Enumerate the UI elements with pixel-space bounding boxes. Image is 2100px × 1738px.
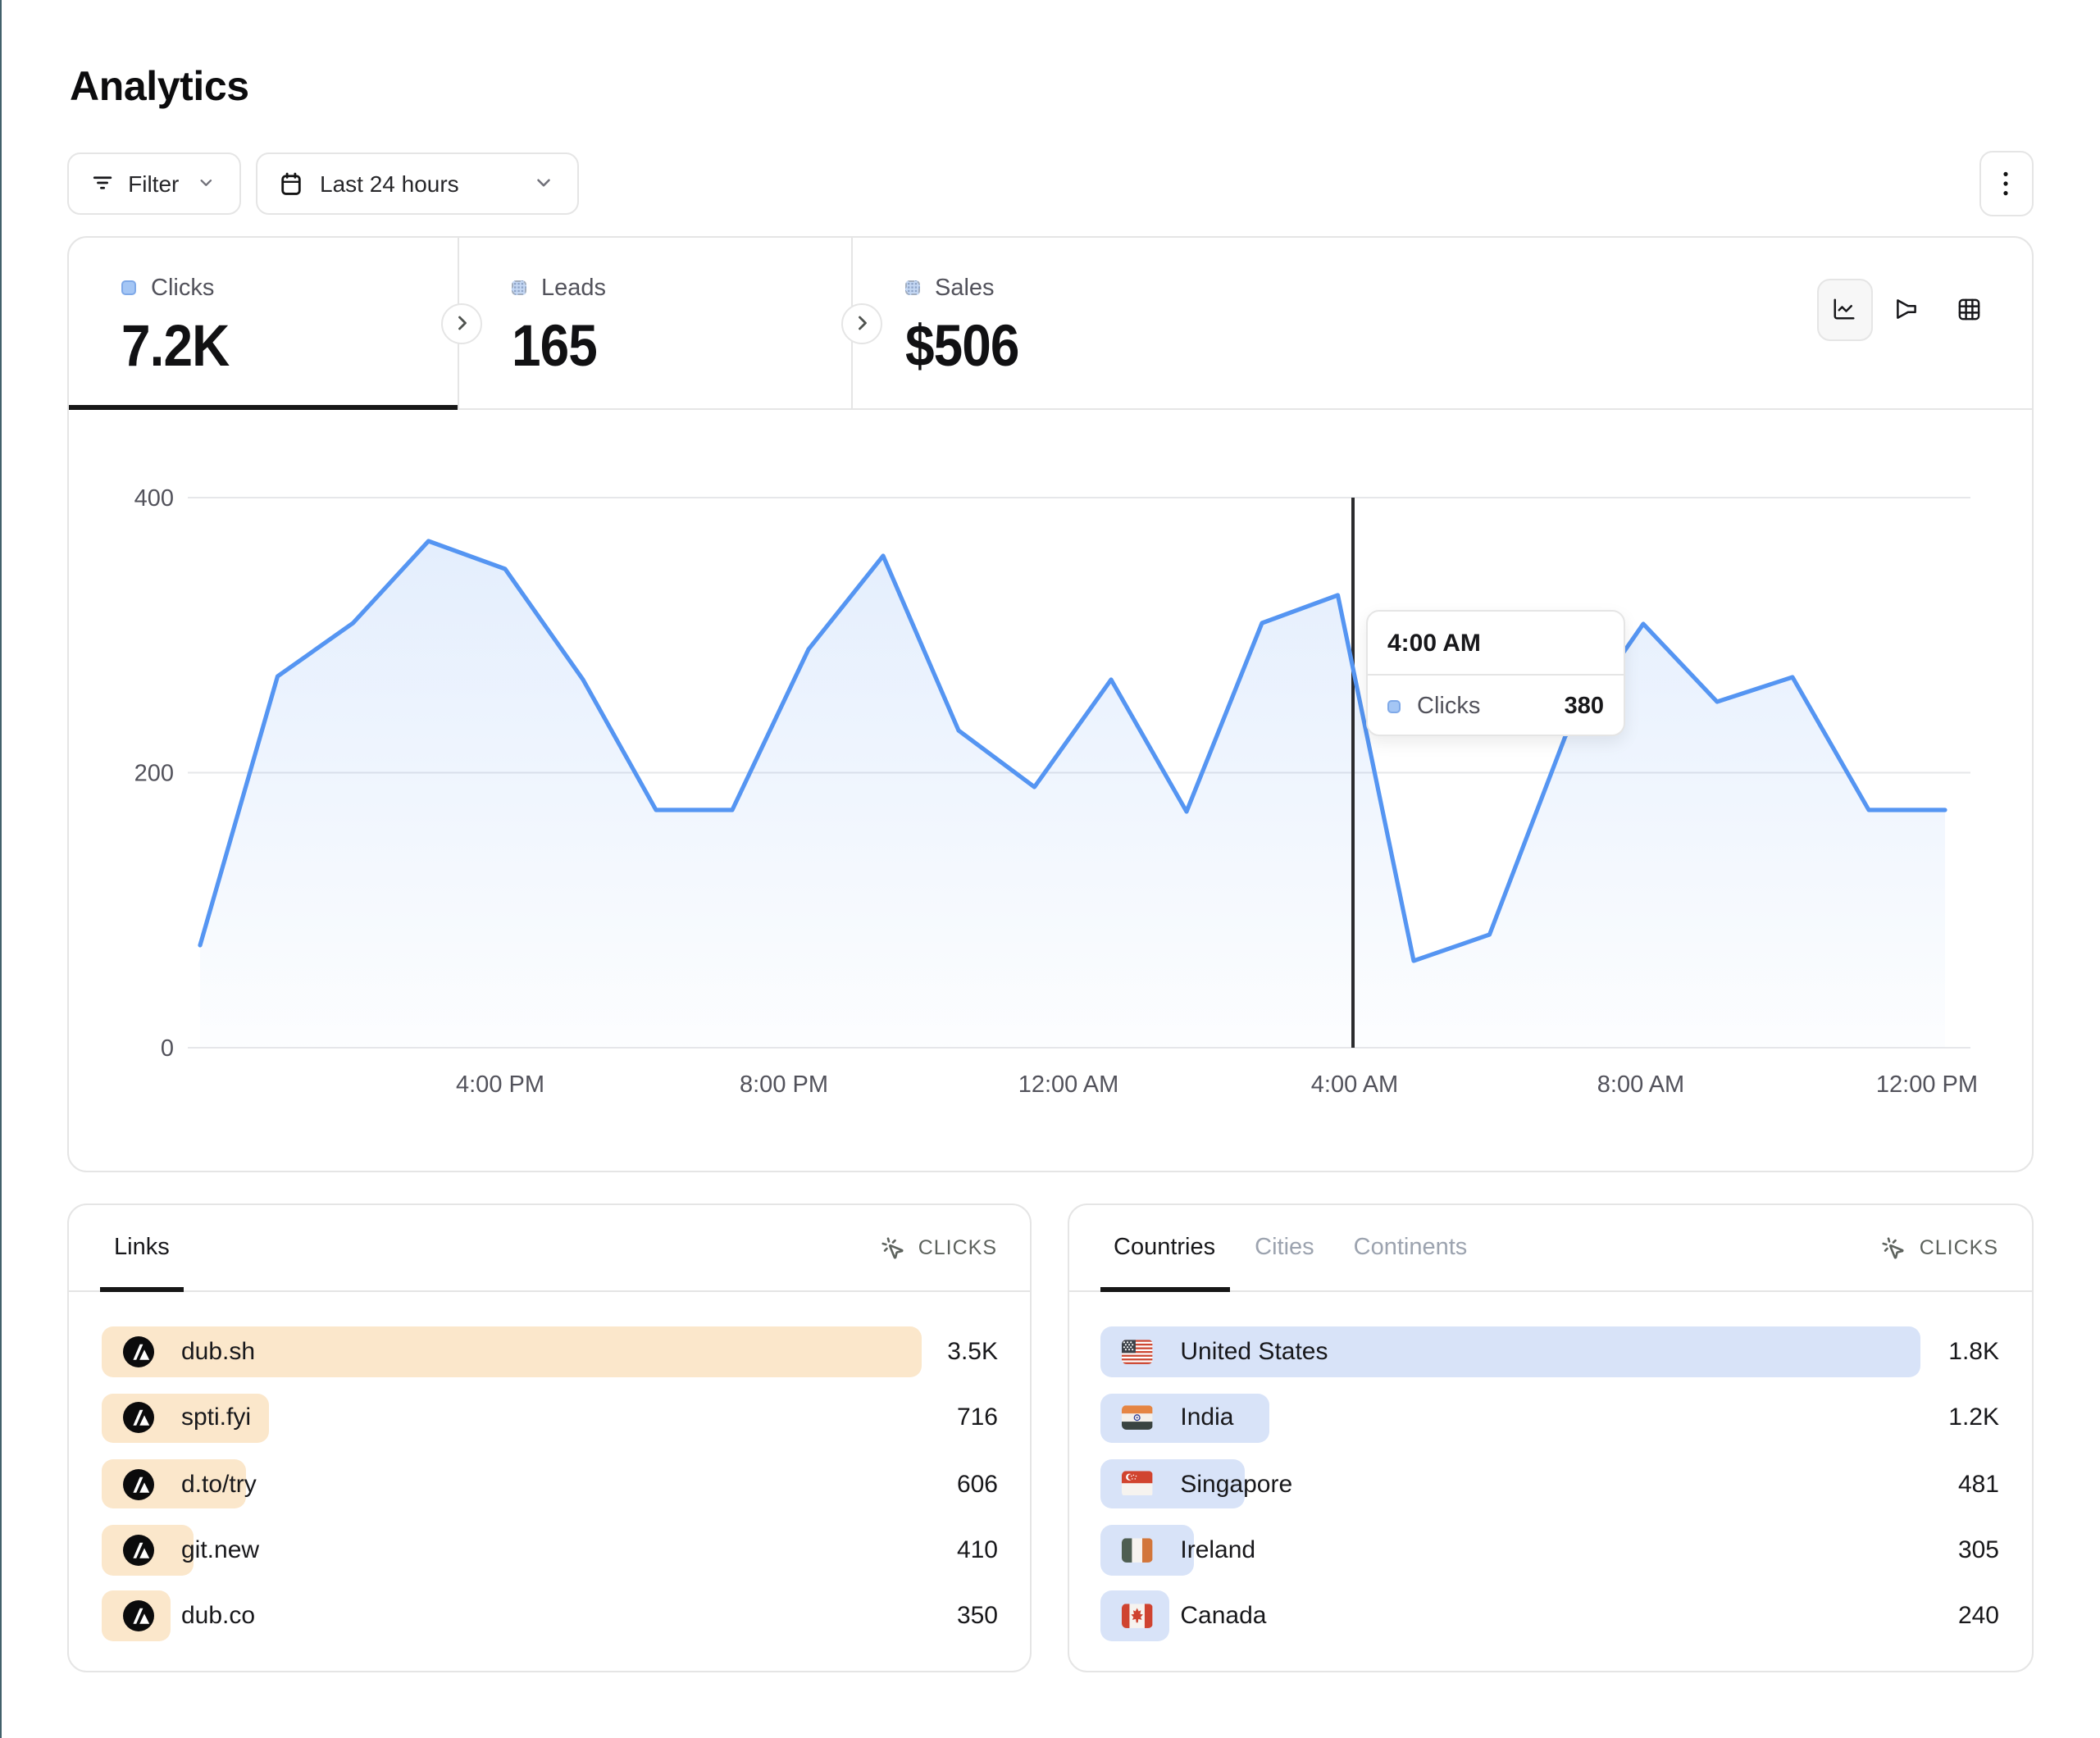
svg-text:400: 400: [134, 485, 174, 511]
svg-text:12:00 AM: 12:00 AM: [1018, 1071, 1119, 1097]
svg-text:4:00 AM: 4:00 AM: [1311, 1071, 1398, 1097]
svg-text:8:00 AM: 8:00 AM: [1597, 1071, 1684, 1097]
svg-text:0: 0: [161, 1035, 174, 1061]
svg-text:4:00 PM: 4:00 PM: [456, 1071, 544, 1097]
svg-text:8:00 PM: 8:00 PM: [740, 1071, 828, 1097]
svg-text:200: 200: [134, 760, 174, 786]
svg-text:12:00 PM: 12:00 PM: [1876, 1071, 1978, 1097]
